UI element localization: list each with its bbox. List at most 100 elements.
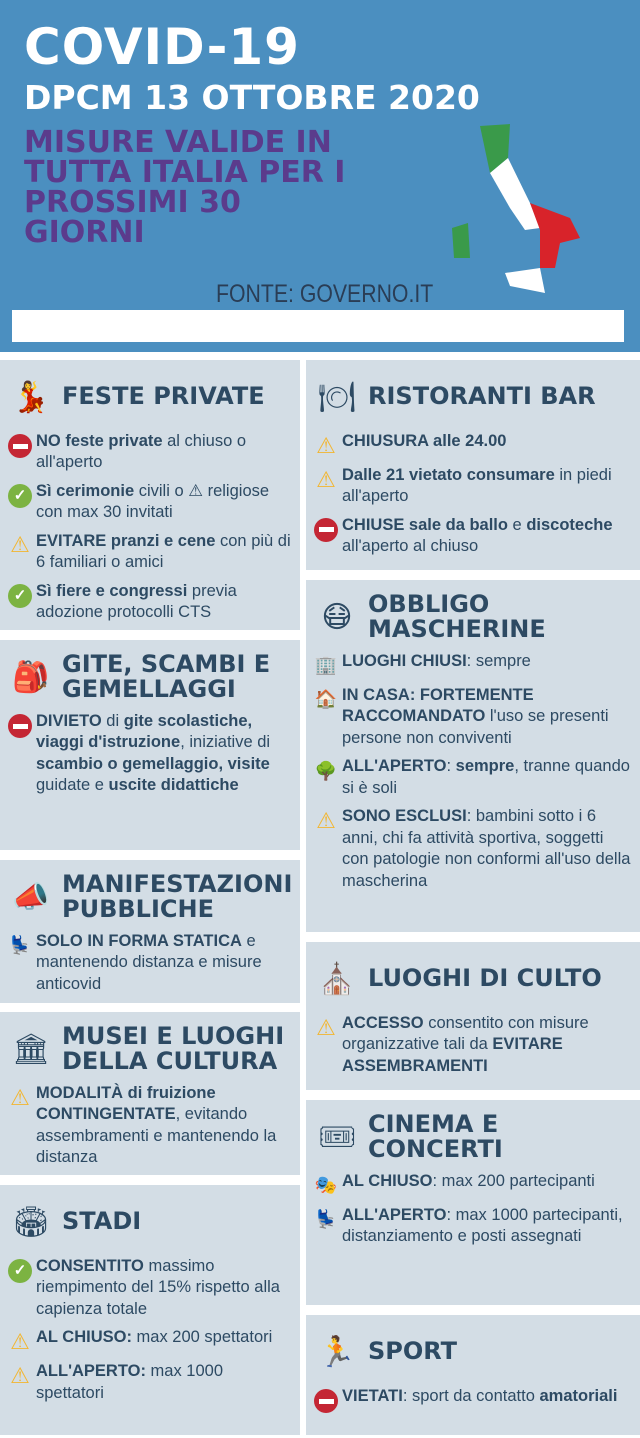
text: previa adozione protocolli CTS	[36, 581, 237, 622]
panel-title: STADI	[62, 1207, 142, 1236]
no-entry-icon	[314, 517, 338, 542]
panel-title: FESTE PRIVATE	[62, 382, 265, 411]
item-text: LUOGHI CHIUSI: sempre	[342, 651, 531, 678]
panel-title: LUOGHI DI CULTO	[368, 964, 602, 993]
list-item: VIETATI: sport da contatto amatoriali	[314, 1386, 632, 1413]
text: l'uso se presenti persone non conviventi	[342, 707, 609, 747]
item-text: AL CHIUSO: max 200 partecipanti	[342, 1171, 595, 1198]
check-icon: ✓	[8, 1259, 32, 1283]
item-text: ALL'APERTO: sempre, tranne quando si è s…	[342, 756, 632, 799]
panel-title: SPORT	[368, 1337, 458, 1366]
item-text: NO feste private al chiuso o all'aperto	[36, 431, 292, 474]
text: : bambini sotto i 6 anni, chi fa attivit…	[342, 807, 631, 890]
check-icon: ✓	[8, 583, 32, 608]
panel-header: 🍽 RISTORANTI BAR	[314, 370, 632, 424]
list-item: ⚠ SONO ESCLUSI: bambini sotto i 6 anni, c…	[314, 806, 632, 892]
panel-header: 💃 FESTE PRIVATE	[8, 370, 292, 424]
list-item: ⚠ ALL'APERTO: max 1000 spettatori	[8, 1361, 292, 1404]
list-item: CHIUSE sale da ballo e discoteche all'ap…	[314, 515, 632, 558]
warning-icon: ⚠	[316, 466, 336, 492]
bold-text: Sì fiere e congressi	[36, 581, 188, 600]
bold-text: AL CHIUSO:	[36, 1328, 132, 1347]
panel-cinema: 🎟 CINEMA E CONCERTI 🎭 AL CHIUSO: max 200 pa…	[306, 1100, 640, 1305]
item-text: CHIUSURA alle 24.00	[342, 431, 506, 458]
bold-text: SONO ESCLUSI	[342, 807, 467, 826]
panel-title: OBBLIGO MASCHERINE	[368, 589, 546, 643]
bold-text: EVITARE pranzi e cene	[36, 531, 216, 550]
item-text: ALL'APERTO: max 1000 spettatori	[36, 1361, 292, 1404]
item-text: DIVIETO di gite scolastiche, viaggi d'is…	[36, 711, 292, 797]
no-entry-icon	[8, 434, 32, 458]
text: di	[101, 712, 124, 730]
item-text: CONSENTITO massimo riempimento del 15% r…	[36, 1256, 292, 1320]
list-item: ⚠ MODALITÀ di fruizione CONTINGENTATE, ev…	[8, 1083, 292, 1169]
seats-icon: 💺	[314, 1209, 338, 1230]
list-item: NO feste private al chiuso o all'aperto	[8, 431, 292, 474]
list-item: 💺 ALL'APERTO: max 1000 partecipanti, dist…	[314, 1205, 632, 1248]
header-banner: COVID-19 DPCM 13 OTTOBRE 2020 MISURE VAL…	[0, 0, 640, 352]
stadium-icon: 🏟	[11, 1204, 51, 1240]
trees-icon: 🌳	[314, 760, 338, 781]
list-item: ⚠ AL CHIUSO: max 200 spettatori	[8, 1327, 292, 1354]
subtitle: DPCM 13 OTTOBRE 2020	[24, 78, 480, 117]
museum-icon: 🏛	[11, 1031, 51, 1067]
text: max 1000 spettatori	[36, 1362, 223, 1402]
bold-text: ALL'APERTO	[342, 1206, 447, 1224]
warning-icon: ⚠	[10, 1329, 30, 1355]
bold-text: IN CASA: FORTEMENTE RACCOMANDATO	[342, 686, 534, 726]
title: COVID-19	[24, 18, 300, 76]
italy-map-icon	[452, 124, 580, 293]
church-icon: ⛪	[318, 961, 356, 997]
runner-icon: 🏃	[318, 1334, 356, 1370]
item-text: MODALITÀ di fruizione CONTINGENTATE, evi…	[36, 1083, 292, 1169]
text: in piedi all'aperto	[342, 466, 612, 506]
bold-text: discoteche	[526, 515, 613, 534]
bold-text: Sì cerimonie	[36, 481, 135, 500]
warning-icon: ⚠	[10, 1363, 30, 1389]
item-text: ALL'APERTO: max 1000 partecipanti, dista…	[342, 1205, 632, 1248]
list-item: ⚠ ACCESSO consentito con misure organizza…	[314, 1013, 632, 1077]
bold-text: sempre	[455, 757, 515, 776]
list-item: 💺 SOLO IN FORMA STATICA e mantenendo dist…	[8, 931, 292, 995]
bold-text: gite scolastiche, viaggi d'istruzione	[36, 712, 253, 752]
no-entry-icon	[8, 714, 32, 738]
blank-bar	[12, 310, 624, 342]
item-text: SONO ESCLUSI: bambini sotto i 6 anni, ch…	[342, 806, 632, 892]
text: : max 200 partecipanti	[432, 1172, 595, 1190]
bold-text: ALL'APERTO:	[36, 1362, 146, 1381]
bold-text: uscite didattiche	[108, 776, 239, 795]
measures-heading: MISURE VALIDE IN TUTTA ITALIA PER I PROS…	[24, 125, 346, 250]
item-text: VIETATI: sport da contatto amatoriali	[342, 1386, 617, 1413]
list-item: ✓ Sì cerimonie civili o ⚠ religiose con m…	[8, 481, 292, 524]
backpack-icon: 🎒	[12, 659, 50, 695]
bold-text: Dalle 21 vietato consumare	[342, 466, 555, 484]
list-item: 🎭 AL CHIUSO: max 200 partecipanti	[314, 1171, 632, 1198]
panel-ristoranti: 🍽 RISTORANTI BAR ⚠ CHIUSURA alle 24.00 ⚠ Dall…	[306, 360, 640, 570]
bold-text: VIETATI	[342, 1387, 403, 1405]
panel-musei: 🏛 MUSEI E LUOGHI DELLA CULTURA ⚠ MODALITÀ d…	[0, 1012, 300, 1175]
text: guidate e	[36, 776, 109, 795]
bold-text: MODALITÀ di fruizione CONTINGENTATE	[36, 1084, 216, 1124]
panel-stadi: 🏟 STADI ✓ CONSENTITO massimo riempimento de…	[0, 1185, 300, 1435]
text: al chiuso o all'aperto	[36, 432, 247, 472]
panel-header: 🎒 GITE, SCAMBI E GEMELLAGGI	[8, 650, 292, 704]
bold-text: LUOGHI CHIUSI	[342, 652, 467, 670]
list-item: ⚠ EVITARE pranzi e cene con più di 6 fami…	[8, 531, 292, 574]
text: e mantenendo distanza e misure anticovid	[36, 932, 262, 993]
panel-culto: ⛪ LUOGHI DI CULTO ⚠ ACCESSO consentito con …	[306, 942, 640, 1090]
panel-title: MANIFESTAZIONI PUBBLICHE	[62, 869, 293, 923]
item-text: SOLO IN FORMA STATICA e mantenendo dista…	[36, 931, 292, 995]
list-item: 🌳 ALL'APERTO: sempre, tranne quando si è …	[314, 756, 632, 799]
list-item: 🏠 IN CASA: FORTEMENTE RACCOMANDATO l'uso …	[314, 685, 632, 749]
bold-text: EVITARE ASSEMBRAMENTI	[342, 1035, 563, 1075]
text: : sempre	[466, 652, 531, 670]
warning-icon: ⚠	[316, 807, 336, 833]
plate-icon: 🍽	[317, 379, 357, 415]
text: con più di 6 familiari o amici	[36, 531, 291, 572]
warning-icon: ⚠	[10, 532, 30, 558]
text: : max 1000 partecipanti, distanziamento …	[342, 1206, 623, 1246]
panel-title: RISTORANTI BAR	[368, 382, 596, 411]
panel-gite: 🎒 GITE, SCAMBI E GEMELLAGGI DIVIETO di git…	[0, 640, 300, 850]
text: consentito con misure organizzative tali…	[342, 1014, 589, 1054]
panel-title: CINEMA E CONCERTI	[368, 1109, 503, 1163]
